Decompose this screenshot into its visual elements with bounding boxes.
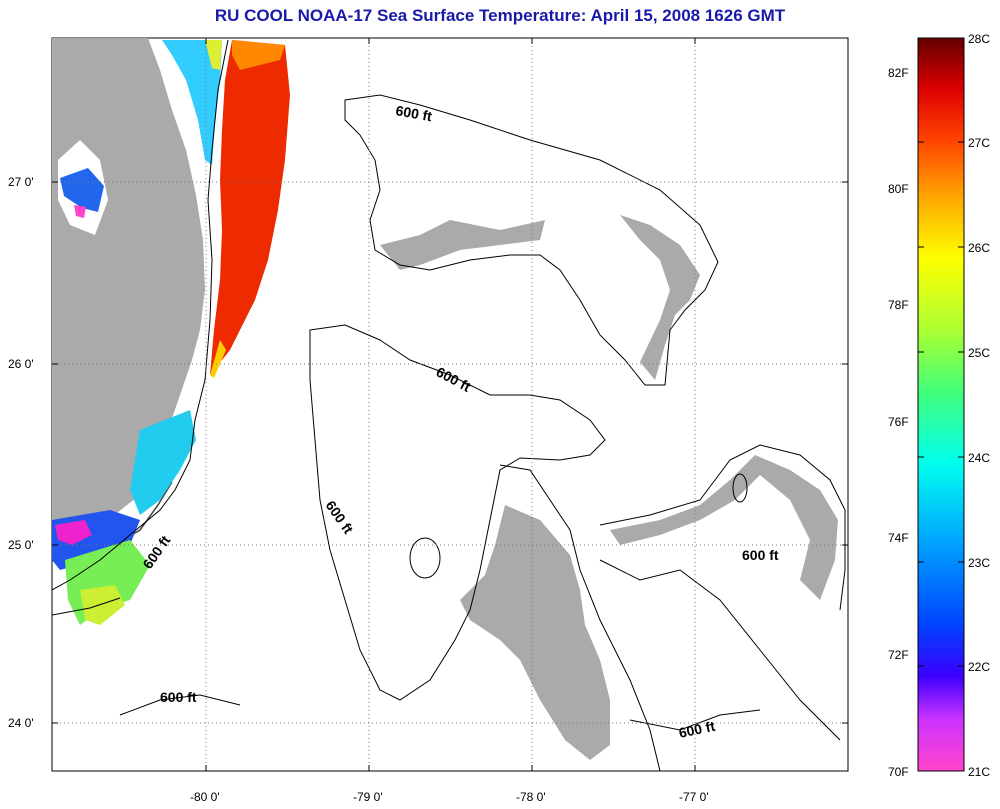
lat-label: 27 0' (8, 175, 34, 189)
gulf-stream-orange (232, 40, 285, 70)
south-florida-sst (130, 410, 196, 515)
lon-label: -78 0' (516, 790, 546, 804)
contour-label: 600 ft (677, 718, 716, 741)
keys-sst-yellow (80, 585, 125, 625)
lat-label: 24 0' (8, 716, 34, 730)
lon-label: -79 0' (353, 790, 383, 804)
eleuthera-land (610, 455, 838, 600)
keys-sst-magenta (55, 520, 92, 545)
coastal-sst-yellow (205, 40, 222, 70)
colorbar-celsius-label: 23C (968, 556, 991, 570)
colorbar-celsius-label: 21C (968, 765, 991, 779)
colorbar-celsius-label: 28C (968, 32, 991, 46)
map-title: RU COOL NOAA-17 Sea Surface Temperature:… (214, 6, 786, 25)
exuma-contour (599, 444, 846, 611)
frame-ticks (52, 38, 848, 771)
contour-label: 600 ft (160, 689, 197, 705)
colorbar-fahrenheit-label: 76F (888, 415, 909, 429)
lat-label: 26 0' (8, 357, 34, 371)
florida-shelf-contour (52, 39, 229, 591)
colorbar-fahrenheit-label: 74F (888, 531, 909, 545)
colorbar-ticks (918, 141, 964, 667)
coastal-sst (162, 40, 222, 165)
grid (52, 38, 848, 771)
colorbar-celsius-label: 22C (968, 660, 991, 674)
colorbar-celsius-label: 26C (968, 241, 991, 255)
great-bahama-bank (499, 464, 661, 771)
andros-contour (309, 324, 606, 701)
island-ellipse-2 (732, 473, 748, 503)
colorbar-celsius-label: 24C (968, 451, 991, 465)
lake-sst-accent (74, 205, 86, 218)
lon-label: -80 0' (190, 790, 220, 804)
grand-bahama-land (380, 220, 545, 270)
contour-label: 600 ft (742, 547, 779, 563)
gulf-stream-sst (210, 40, 290, 375)
island-ellipse (409, 537, 441, 579)
tongue-of-ocean (599, 559, 841, 741)
lon-label: -77 0' (679, 790, 709, 804)
colorbar-fahrenheit-label: 72F (888, 648, 909, 662)
lake-sst-patch (60, 168, 104, 212)
abaco-land (620, 215, 700, 380)
colorbar-fahrenheit-label: 80F (888, 182, 909, 196)
contour-label: 600 ft (394, 102, 433, 124)
gulf-stream-yellow (210, 340, 226, 378)
bottom-contour (119, 694, 241, 716)
andros-land (460, 505, 610, 760)
florida-keys-contour (52, 597, 121, 616)
colorbar-celsius-label: 25C (968, 346, 991, 360)
colorbar-fahrenheit-label: 82F (888, 66, 909, 80)
little-bahama-bank (344, 94, 719, 386)
lat-label: 25 0' (8, 538, 34, 552)
colorbar-celsius-label: 27C (968, 136, 991, 150)
sst-colorbar (917, 37, 965, 772)
colorbar-fahrenheit-label: 78F (888, 298, 909, 312)
colorbar-fahrenheit-label: 70F (888, 765, 909, 779)
